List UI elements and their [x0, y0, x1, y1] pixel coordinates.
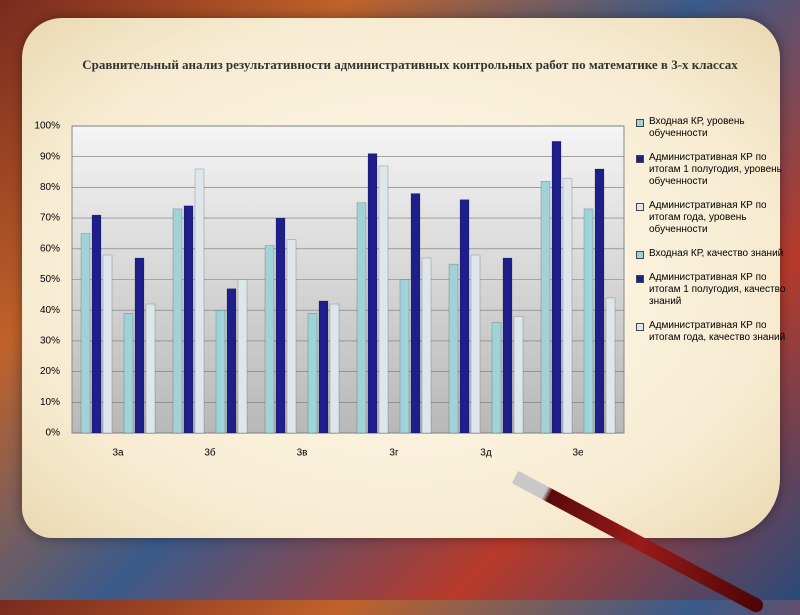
bar [605, 297, 616, 434]
x-tick-label: 3в [297, 448, 308, 459]
bar [459, 199, 470, 434]
bar [399, 279, 410, 434]
legend-label: Входная КР, уровень обученности [649, 116, 745, 139]
chart-title: Сравнительный анализ результативности ад… [82, 57, 738, 72]
bar [502, 257, 513, 434]
bar [562, 177, 573, 434]
legend-entry: Административная КР по итогам 1 полугоди… [636, 272, 786, 308]
bar [410, 193, 421, 434]
bar [123, 313, 134, 434]
bar [91, 214, 102, 434]
bar [551, 141, 562, 434]
bar [367, 153, 378, 434]
bar [583, 208, 594, 434]
bar [307, 313, 318, 434]
bar [470, 254, 481, 434]
bar [329, 303, 340, 434]
bar [194, 168, 205, 434]
bar [491, 322, 502, 434]
bar [134, 257, 145, 434]
legend-entry: Административная КР по итогам года, каче… [636, 320, 786, 344]
y-tick-label: 20% [40, 366, 60, 377]
bar [102, 254, 113, 434]
legend-swatch [636, 203, 644, 211]
bar [356, 202, 367, 434]
bar [540, 181, 551, 434]
bar [286, 239, 297, 434]
legend-entry: Входная КР, качество знаний [636, 248, 786, 260]
legend-label: Административная КР по итогам 1 полугоди… [649, 152, 782, 187]
legend-entry: Административная КР по итогам 1 полугоди… [636, 152, 786, 188]
bar [448, 263, 459, 434]
legend-label: Административная КР по итогам 1 полугоди… [649, 272, 786, 307]
y-tick-label: 40% [40, 305, 60, 316]
legend-swatch [636, 323, 644, 331]
legend-swatch [636, 251, 644, 259]
bar [275, 217, 286, 434]
bar [183, 205, 194, 434]
bar [594, 168, 605, 434]
bar [226, 288, 237, 434]
bar [318, 300, 329, 434]
legend-swatch [636, 155, 644, 163]
bar [237, 279, 248, 434]
legend-label: Административная КР по итогам года, каче… [649, 320, 786, 343]
x-tick-label: 3б [204, 447, 216, 459]
x-tick-label: 3е [572, 448, 584, 459]
x-tick-label: 3г [389, 448, 399, 459]
bar [378, 165, 389, 434]
legend: Входная КР, уровень обученности Администр… [636, 116, 786, 356]
y-tick-label: 60% [40, 243, 60, 254]
chart: 0% 10% 20% 30% 40% 50% 60% 70% 80% 90% 100% 3а 3б 3в 3… [34, 121, 625, 459]
bar [215, 309, 226, 434]
x-tick-label: 3а [112, 448, 124, 459]
bar [80, 233, 91, 434]
y-tick-label: 100% [34, 121, 60, 132]
legend-label: Входная КР, качество знаний [649, 248, 784, 259]
legend-label: Административная КР по итогам года, уров… [649, 200, 767, 235]
bar [264, 245, 275, 434]
y-tick-label: 0% [46, 428, 61, 439]
bar [513, 316, 524, 434]
y-tick-label: 50% [40, 274, 60, 285]
legend-entry: Входная КР, уровень обученности [636, 116, 786, 140]
bar [145, 303, 156, 434]
y-tick-label: 10% [40, 397, 60, 408]
legend-swatch [636, 275, 644, 283]
bar [421, 257, 432, 434]
legend-entry: Административная КР по итогам года, уров… [636, 200, 786, 236]
y-tick-label: 70% [40, 213, 60, 224]
y-tick-label: 30% [40, 336, 60, 347]
bar [172, 208, 183, 434]
y-tick-label: 80% [40, 182, 60, 193]
y-tick-label: 90% [40, 151, 60, 162]
legend-swatch [636, 119, 644, 127]
x-tick-label: 3д [480, 448, 492, 459]
